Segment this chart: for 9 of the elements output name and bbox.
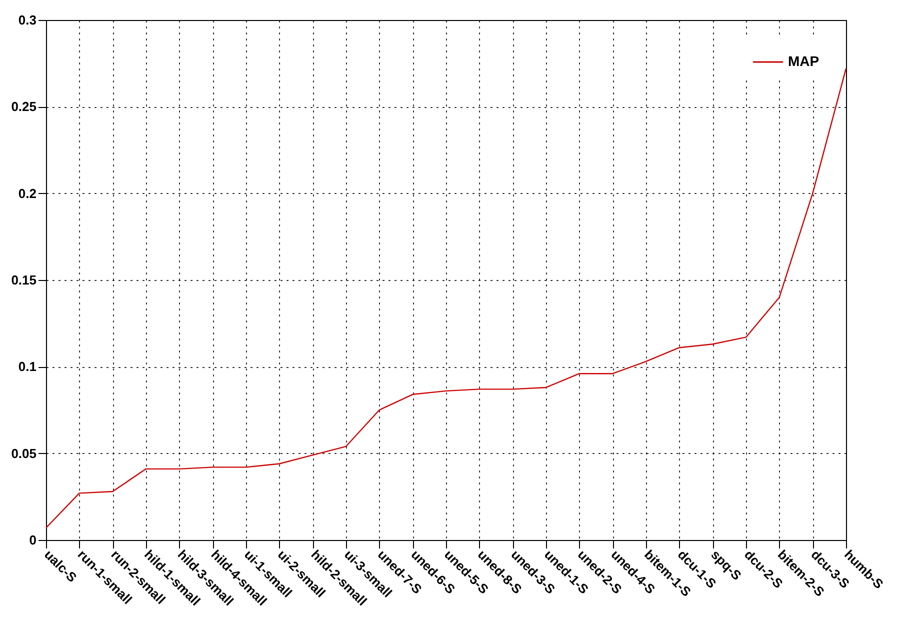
line-series (45, 68, 847, 528)
y-tick-label: 0.05 (11, 446, 36, 461)
y-tick-label: 0.15 (11, 272, 36, 288)
y-tick-label: 0 (29, 532, 36, 548)
legend-label: MAP (788, 53, 820, 69)
y-tick-label: 0.1 (18, 359, 36, 374)
y-tick-label: 0.25 (11, 99, 36, 114)
y-tick-label: 0.2 (18, 186, 36, 201)
y-tick-label: 0.3 (18, 12, 36, 28)
